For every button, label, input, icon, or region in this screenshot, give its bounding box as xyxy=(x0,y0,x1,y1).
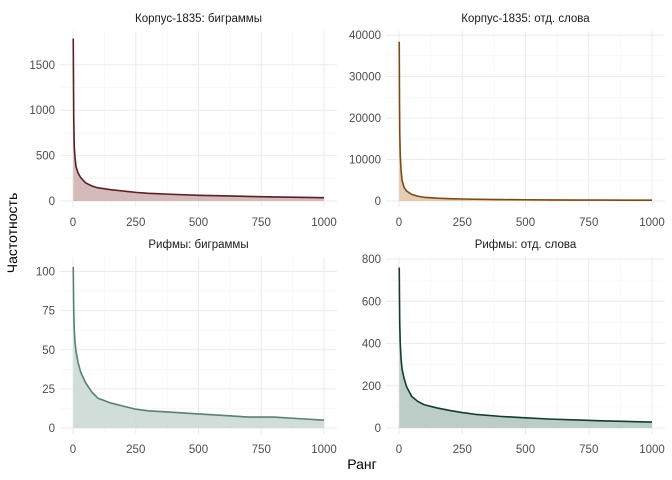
y-tick-label: 40000 xyxy=(349,30,381,42)
y-tick-label: 1500 xyxy=(29,60,55,72)
x-tick-label: 0 xyxy=(396,217,402,229)
panel-rhymes-words: Рифмы: отд. слова 0 250 500 750 1000 0 200 400 60… xyxy=(362,239,665,456)
x-tick-label: 500 xyxy=(189,217,208,229)
x-tick-label: 750 xyxy=(579,217,598,229)
x-tick-label: 750 xyxy=(252,444,271,456)
y-tick-label: 200 xyxy=(362,381,381,393)
y-tick-label: 500 xyxy=(36,151,55,163)
y-tick-label: 1000 xyxy=(29,105,55,117)
x-axis-title: Ранг xyxy=(347,456,377,472)
y-tick-label: 600 xyxy=(362,296,381,308)
y-tick-label: 0 xyxy=(49,423,55,435)
x-tick-label: 1000 xyxy=(311,217,337,229)
y-axis-title: Частотность xyxy=(4,193,20,274)
y-tick-label: 25 xyxy=(42,384,55,396)
y-tick-label: 0 xyxy=(49,196,55,208)
facet-title: Корпус-1835: биграммы xyxy=(135,13,262,25)
y-tick-label: 10000 xyxy=(349,155,381,167)
x-tick-label: 500 xyxy=(516,217,535,229)
x-tick-label: 250 xyxy=(453,217,472,229)
facet-title: Рифмы: биграммы xyxy=(148,239,248,251)
facet-title: Корпус-1835: отд. слова xyxy=(461,13,590,25)
panel-rhymes-bigrams: Рифмы: биграммы 0 250 500 750 1000 0 25 50 75 100 xyxy=(36,239,337,456)
x-tick-label: 1000 xyxy=(311,444,337,456)
y-tick-label: 0 xyxy=(375,423,381,435)
series-line xyxy=(72,266,325,421)
facet-title: Рифмы: отд. слова xyxy=(475,239,577,251)
x-tick-label: 250 xyxy=(453,444,472,456)
x-tick-label: 250 xyxy=(126,217,145,229)
x-tick-label: 750 xyxy=(252,217,271,229)
x-tick-label: 750 xyxy=(579,444,598,456)
y-tick-label: 800 xyxy=(362,254,381,266)
x-tick-label: 1000 xyxy=(639,217,665,229)
y-tick-label: 20000 xyxy=(349,113,381,125)
series-line xyxy=(72,38,325,199)
y-tick-label: 100 xyxy=(36,267,55,279)
x-tick-label: 1000 xyxy=(639,444,665,456)
series-line xyxy=(398,41,653,202)
x-tick-label: 0 xyxy=(70,217,76,229)
x-tick-label: 0 xyxy=(70,444,76,456)
y-tick-label: 75 xyxy=(42,306,55,318)
x-tick-label: 500 xyxy=(189,444,208,456)
x-tick-label: 500 xyxy=(516,444,535,456)
x-tick-label: 250 xyxy=(126,444,145,456)
y-tick-label: 400 xyxy=(362,339,381,351)
panel-corpus-bigrams: Корпус-1835: биграммы 0 250 500 750 1000 0 500 1… xyxy=(29,13,337,229)
y-tick-label: 50 xyxy=(42,345,55,357)
y-tick-label: 30000 xyxy=(349,72,381,84)
series-area xyxy=(399,267,652,428)
series-area xyxy=(73,266,324,428)
series-line xyxy=(398,267,653,423)
x-tick-label: 0 xyxy=(396,444,402,456)
y-tick-label: 0 xyxy=(375,196,381,208)
